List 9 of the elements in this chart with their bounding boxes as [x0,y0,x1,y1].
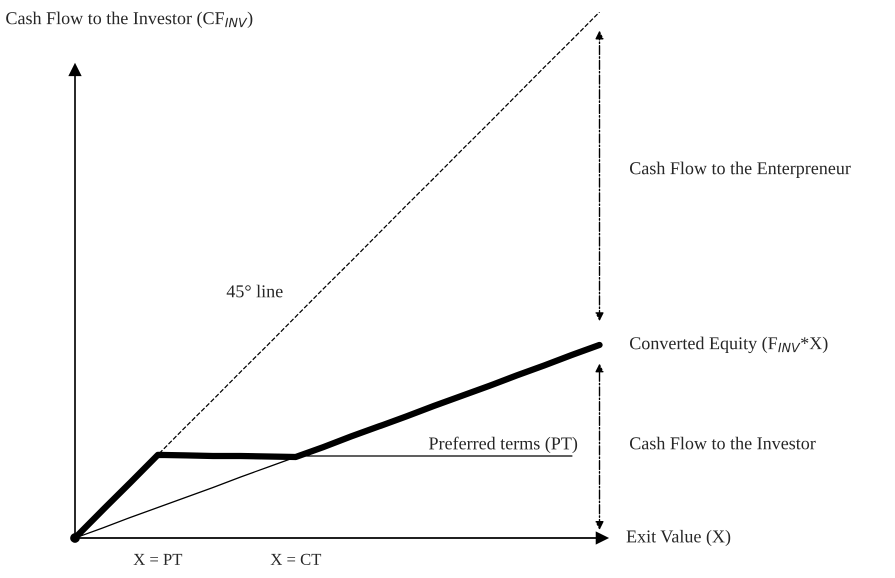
x-axis-title: Exit Value (X) [626,530,730,546]
annotation: 45° line [226,284,283,298]
text: Converted Equity (F$_{INV}$*X) [630,336,828,354]
text: Cash Flow to the Investor [630,436,816,450]
text: Cash Flow to the Enterpreneur [630,162,851,178]
annotation: Preferred terms (PT) [429,436,578,454]
x-tick-label: X = CT [270,554,322,566]
y-axis-title: Cash Flow to the Investor (CF$_{INV}$) [6,12,252,28]
x-tick-label: X = PT [134,554,182,565]
